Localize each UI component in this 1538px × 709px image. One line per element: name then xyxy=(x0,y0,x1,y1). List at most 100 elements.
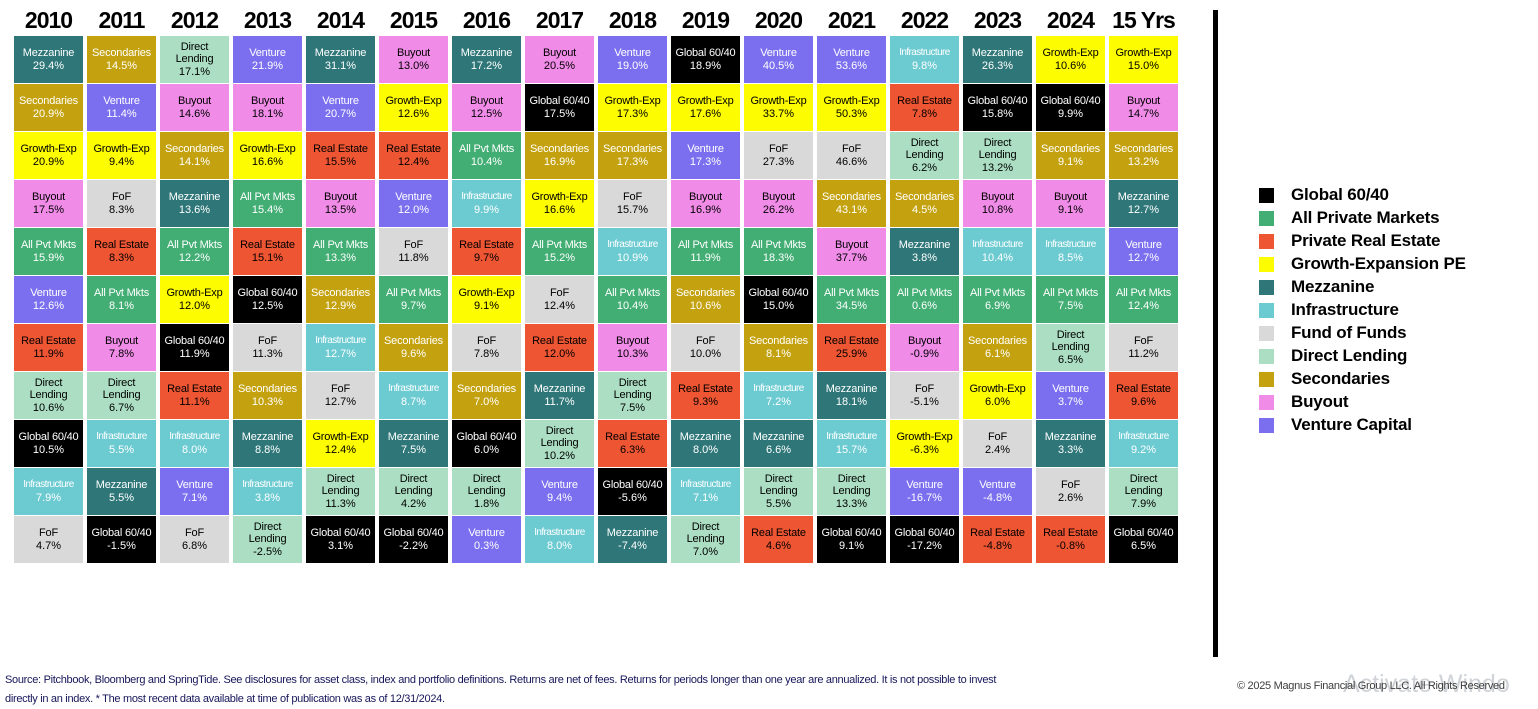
column-header: 2019 xyxy=(681,6,730,33)
asset-return: -17.2% xyxy=(907,539,942,552)
return-cell: Infrastructure 7.9% xyxy=(14,468,83,515)
return-cell: All Pvt Mkts 12.2% xyxy=(160,228,229,275)
return-cell: Infrastructure 8.7% xyxy=(379,372,448,419)
return-cell: All Pvt Mkts 10.4% xyxy=(452,132,521,179)
asset-return: 12.0% xyxy=(397,203,430,216)
return-cell: Secondaries 9.1% xyxy=(1036,132,1105,179)
return-cell: All Pvt Mkts 13.3% xyxy=(306,228,375,275)
asset-label: Direct Lending xyxy=(613,376,652,402)
legend-item: Direct Lending xyxy=(1259,346,1466,365)
legend-color-swatch xyxy=(1259,348,1274,364)
return-cell: Secondaries 9.6% xyxy=(379,324,448,371)
asset-return: 6.2% xyxy=(911,161,938,174)
asset-return: 10.0% xyxy=(689,347,722,360)
asset-label: Global 60/40 xyxy=(1040,95,1101,107)
return-cell: Infrastructure 12.7% xyxy=(306,324,375,371)
asset-return: 8.0% xyxy=(181,443,208,456)
asset-label: Mezzanine xyxy=(460,47,513,59)
column-header: 15 Yrs xyxy=(1112,6,1176,33)
asset-label: Secondaries xyxy=(603,143,662,155)
return-cell: Mezzanine 13.6% xyxy=(160,180,229,227)
return-cell: Venture 19.0% xyxy=(598,36,667,83)
asset-return: 15.2% xyxy=(543,251,576,264)
asset-return: 9.9% xyxy=(1057,107,1084,120)
asset-return: 15.8% xyxy=(981,107,1014,120)
return-cell: Venture 12.6% xyxy=(14,276,83,323)
return-cell: Direct Lending 4.2% xyxy=(379,468,448,515)
asset-return: 13.3% xyxy=(324,251,357,264)
return-cell: Direct Lending 7.0% xyxy=(671,516,740,563)
return-cell: Secondaries 16.9% xyxy=(525,132,594,179)
asset-label: Infrastructure xyxy=(534,527,585,538)
return-cell: Infrastructure 7.2% xyxy=(744,372,813,419)
footnote-line-2: directly in an index. * The most recent … xyxy=(5,692,445,705)
return-cell: Secondaries 14.1% xyxy=(160,132,229,179)
asset-return: 12.4% xyxy=(397,155,430,168)
asset-label: Venture xyxy=(687,143,724,155)
asset-return: 7.0% xyxy=(692,545,719,558)
asset-label: Venture xyxy=(30,287,67,299)
asset-label: Direct Lending xyxy=(832,472,871,498)
asset-return: -4.8% xyxy=(983,539,1012,552)
asset-return: 7.8% xyxy=(473,347,500,360)
asset-return: -2.2% xyxy=(399,539,428,552)
asset-return: 6.5% xyxy=(1130,539,1157,552)
asset-label: Direct Lending xyxy=(540,424,579,450)
asset-label: Real Estate xyxy=(678,383,733,395)
asset-label: FoF xyxy=(623,191,642,203)
asset-return: 17.3% xyxy=(689,155,722,168)
asset-label: Global 60/40 xyxy=(237,287,298,299)
asset-label: Direct Lending xyxy=(978,136,1017,162)
column-header: 2011 xyxy=(98,6,146,33)
asset-label: Real Estate xyxy=(459,239,514,251)
asset-label: FoF xyxy=(769,143,788,155)
asset-label: FoF xyxy=(988,431,1007,443)
asset-return: 9.1% xyxy=(1057,203,1084,216)
asset-label: Real Estate xyxy=(751,527,806,539)
legend-item-label: All Private Markets xyxy=(1291,208,1440,227)
asset-return: 29.4% xyxy=(32,59,65,72)
return-cell: Mezzanine 31.1% xyxy=(306,36,375,83)
returns-grid: 2010 Mezzanine 29.4% Secondaries 20.9% Growth… xyxy=(14,6,1178,564)
year-column: 2017 Buyout 20.5% Global 60/40 17.5% Secondar… xyxy=(525,6,594,564)
asset-label: Buyout xyxy=(1053,191,1088,203)
asset-label: Secondaries xyxy=(676,287,735,299)
asset-return: 4.6% xyxy=(765,539,792,552)
return-cell: Buyout -0.9% xyxy=(890,324,959,371)
return-cell: Growth-Exp 15.0% xyxy=(1109,36,1178,83)
asset-label: Direct Lending xyxy=(686,520,725,546)
asset-label: Venture xyxy=(906,479,943,491)
year-column: 2013 Venture 21.9% Buyout 18.1% Growth-Exp 16.… xyxy=(233,6,302,564)
asset-label: Secondaries xyxy=(165,143,224,155)
return-cell: Secondaries 4.5% xyxy=(890,180,959,227)
return-cell: Direct Lending 13.2% xyxy=(963,132,1032,179)
asset-label: Global 60/40 xyxy=(1113,527,1174,539)
asset-return: 8.0% xyxy=(546,539,573,552)
asset-label: Growth-Exp xyxy=(1042,47,1099,59)
legend-item: Private Real Estate xyxy=(1259,231,1466,250)
asset-return: 20.9% xyxy=(32,155,65,168)
asset-return: 10.6% xyxy=(32,401,65,414)
asset-label: Mezzanine xyxy=(679,431,732,443)
return-cell: FoF 46.6% xyxy=(817,132,886,179)
asset-label: Real Estate xyxy=(94,239,149,251)
return-cell: Growth-Exp 10.6% xyxy=(1036,36,1105,83)
year-column: 2015 Buyout 13.0% Growth-Exp 12.6% Real Estat… xyxy=(379,6,448,564)
legend-item: All Private Markets xyxy=(1259,208,1466,227)
asset-return: 6.6% xyxy=(765,443,792,456)
return-cell: Global 60/40 10.5% xyxy=(14,420,83,467)
return-cell: Real Estate 11.9% xyxy=(14,324,83,371)
return-cell: Mezzanine 17.2% xyxy=(452,36,521,83)
asset-return: 21.9% xyxy=(251,59,284,72)
asset-return: -5.1% xyxy=(910,395,939,408)
asset-return: 43.1% xyxy=(835,203,868,216)
asset-return: 15.4% xyxy=(251,203,284,216)
asset-label: Mezzanine xyxy=(752,431,805,443)
asset-return: 20.7% xyxy=(324,107,357,120)
return-cell: All Pvt Mkts 34.5% xyxy=(817,276,886,323)
asset-label: Real Estate xyxy=(1116,383,1171,395)
return-cell: Direct Lending 10.6% xyxy=(14,372,83,419)
return-cell: Growth-Exp 12.4% xyxy=(306,420,375,467)
return-cell: Buyout 9.1% xyxy=(1036,180,1105,227)
asset-label: All Pvt Mkts xyxy=(823,287,880,299)
